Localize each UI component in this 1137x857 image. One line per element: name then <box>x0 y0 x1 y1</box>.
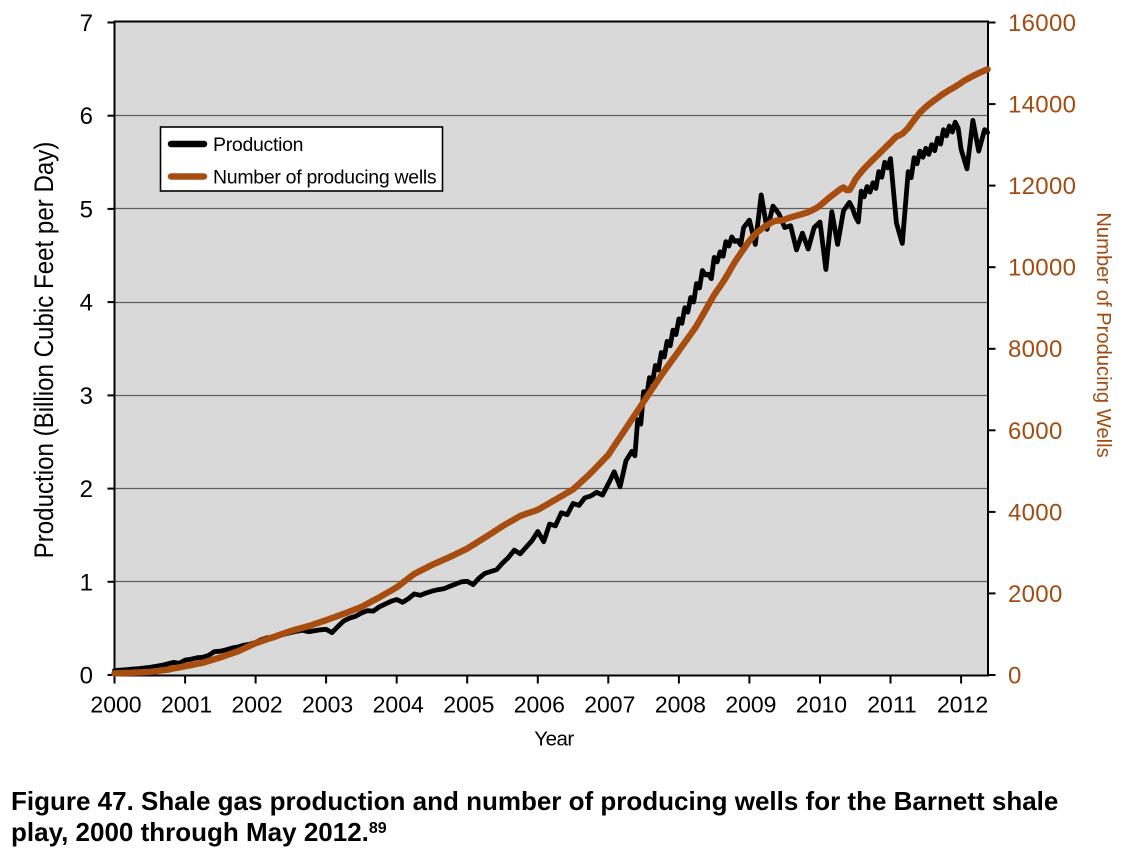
svg-text:Year: Year <box>534 728 574 751</box>
svg-text:Production (Billion Cubic Feet: Production (Billion Cubic Feet per Day) <box>30 142 59 559</box>
svg-text:8000: 8000 <box>1008 336 1063 363</box>
svg-text:6000: 6000 <box>1008 418 1063 445</box>
svg-text:0: 0 <box>1008 663 1022 690</box>
svg-text:2006: 2006 <box>514 692 565 718</box>
svg-text:4: 4 <box>80 290 93 317</box>
svg-text:play, 2000 through May 2012.89: play, 2000 through May 2012.89 <box>11 817 387 847</box>
svg-text:Production: Production <box>213 134 303 156</box>
svg-text:2005: 2005 <box>443 692 494 718</box>
svg-text:1: 1 <box>80 569 93 596</box>
svg-text:4000: 4000 <box>1008 499 1063 526</box>
svg-text:2000: 2000 <box>90 692 141 718</box>
svg-text:2000: 2000 <box>1008 581 1063 608</box>
svg-text:Figure 47. Shale gas productio: Figure 47. Shale gas production and numb… <box>11 786 1058 816</box>
svg-text:6: 6 <box>80 103 93 130</box>
svg-text:0: 0 <box>80 663 93 690</box>
svg-text:2004: 2004 <box>373 692 424 718</box>
svg-text:Number of Producing Wells: Number of Producing Wells <box>1092 212 1114 457</box>
svg-text:14000: 14000 <box>1008 92 1076 119</box>
svg-text:2: 2 <box>80 476 93 503</box>
svg-text:10000: 10000 <box>1008 255 1076 282</box>
svg-text:Number of producing wells: Number of producing wells <box>213 167 437 189</box>
svg-text:2008: 2008 <box>655 692 706 718</box>
svg-text:2002: 2002 <box>232 692 283 718</box>
svg-text:2001: 2001 <box>161 692 212 718</box>
svg-text:2012: 2012 <box>937 692 988 718</box>
svg-text:5: 5 <box>80 196 93 223</box>
svg-text:16000: 16000 <box>1008 10 1076 37</box>
svg-text:12000: 12000 <box>1008 173 1076 200</box>
svg-text:2009: 2009 <box>725 692 776 718</box>
svg-text:2007: 2007 <box>584 692 635 718</box>
svg-text:2003: 2003 <box>302 692 353 718</box>
svg-text:2010: 2010 <box>796 692 847 718</box>
svg-text:3: 3 <box>80 383 93 410</box>
svg-text:7: 7 <box>80 10 93 37</box>
svg-text:2011: 2011 <box>867 692 916 718</box>
